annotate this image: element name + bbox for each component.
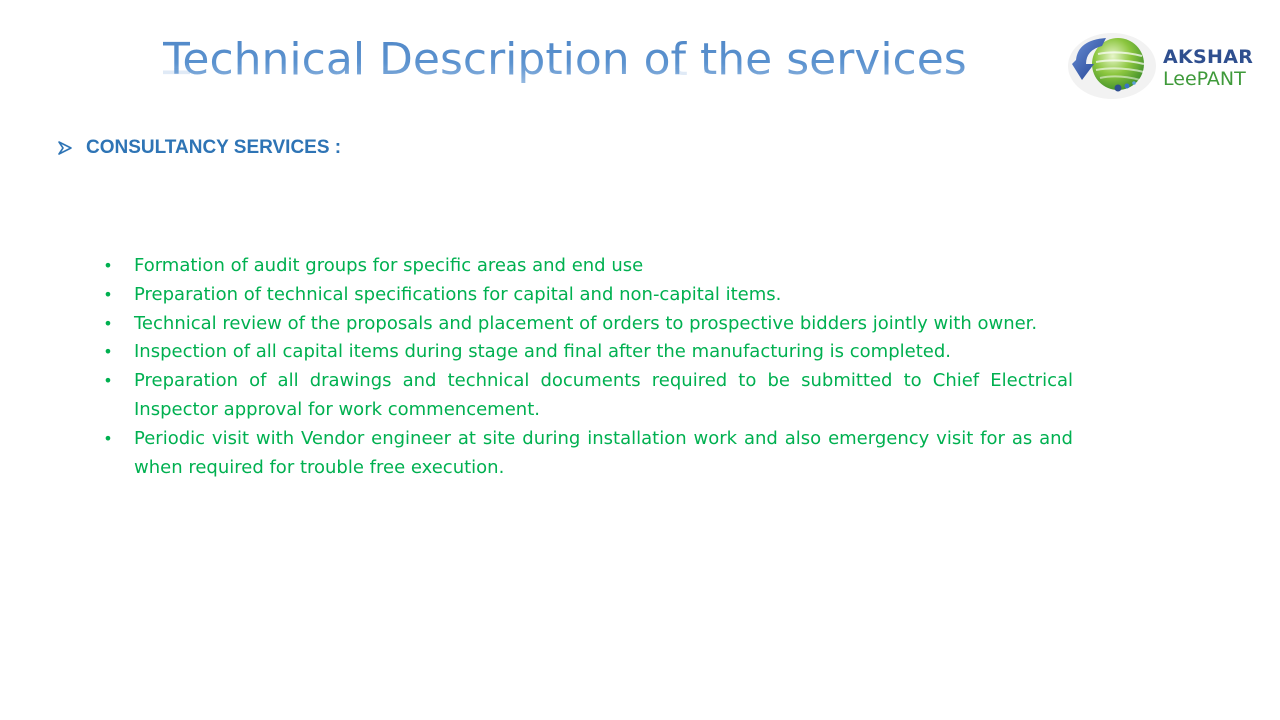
list-item-text: Preparation of technical specifications …	[134, 283, 782, 305]
bullet-dot-icon: •	[103, 256, 113, 275]
list-item-text: Technical review of the proposals and pl…	[134, 312, 1038, 334]
globe-logo-icon	[1068, 33, 1156, 99]
list-item: • Periodic visit with Vendor engineer at …	[102, 425, 1073, 483]
bullet-dot-icon: •	[103, 342, 113, 362]
list-item-text: Periodic visit with Vendor engineer at s…	[134, 427, 1073, 478]
list-item: • Preparation of technical specifications…	[102, 281, 1073, 310]
logo-text-akshar: AKSHAR	[1163, 46, 1254, 68]
title-reflection: Technical Description of the services :	[163, 68, 996, 86]
section-label: CONSULTANCY SERVICES :	[86, 137, 342, 158]
bullet-dot-icon: •	[103, 313, 113, 333]
bullet-dot-icon: •	[103, 284, 113, 304]
bullet-dot-icon: •	[103, 428, 113, 448]
list-item: • Preparation of all drawings and technic…	[102, 367, 1073, 425]
page-title: Technical Description of the services :	[163, 30, 996, 90]
arrow-bullet-icon	[58, 141, 72, 155]
logo-text-leepant: LeePANT	[1163, 68, 1246, 90]
services-list: • Formation of audit groups for specific …	[102, 252, 1073, 482]
list-item: • Inspection of all capital items during …	[102, 338, 1073, 367]
list-item-text: Inspection of all capital items during s…	[134, 341, 951, 363]
section-heading: CONSULTANCY SERVICES :	[57, 137, 341, 159]
list-item: • Formation of audit groups for specific …	[102, 252, 1073, 281]
list-item-text: Preparation of all drawings and technica…	[134, 370, 1073, 420]
list-item: • Technical review of the proposals and p…	[102, 310, 1073, 339]
list-item-text: Formation of audit groups for specific a…	[134, 255, 644, 276]
bullet-dot-icon: •	[103, 371, 113, 391]
title-area: Technical Description of the services : …	[163, 30, 996, 100]
company-logo: AKSHAR LeePANT	[1066, 30, 1256, 100]
